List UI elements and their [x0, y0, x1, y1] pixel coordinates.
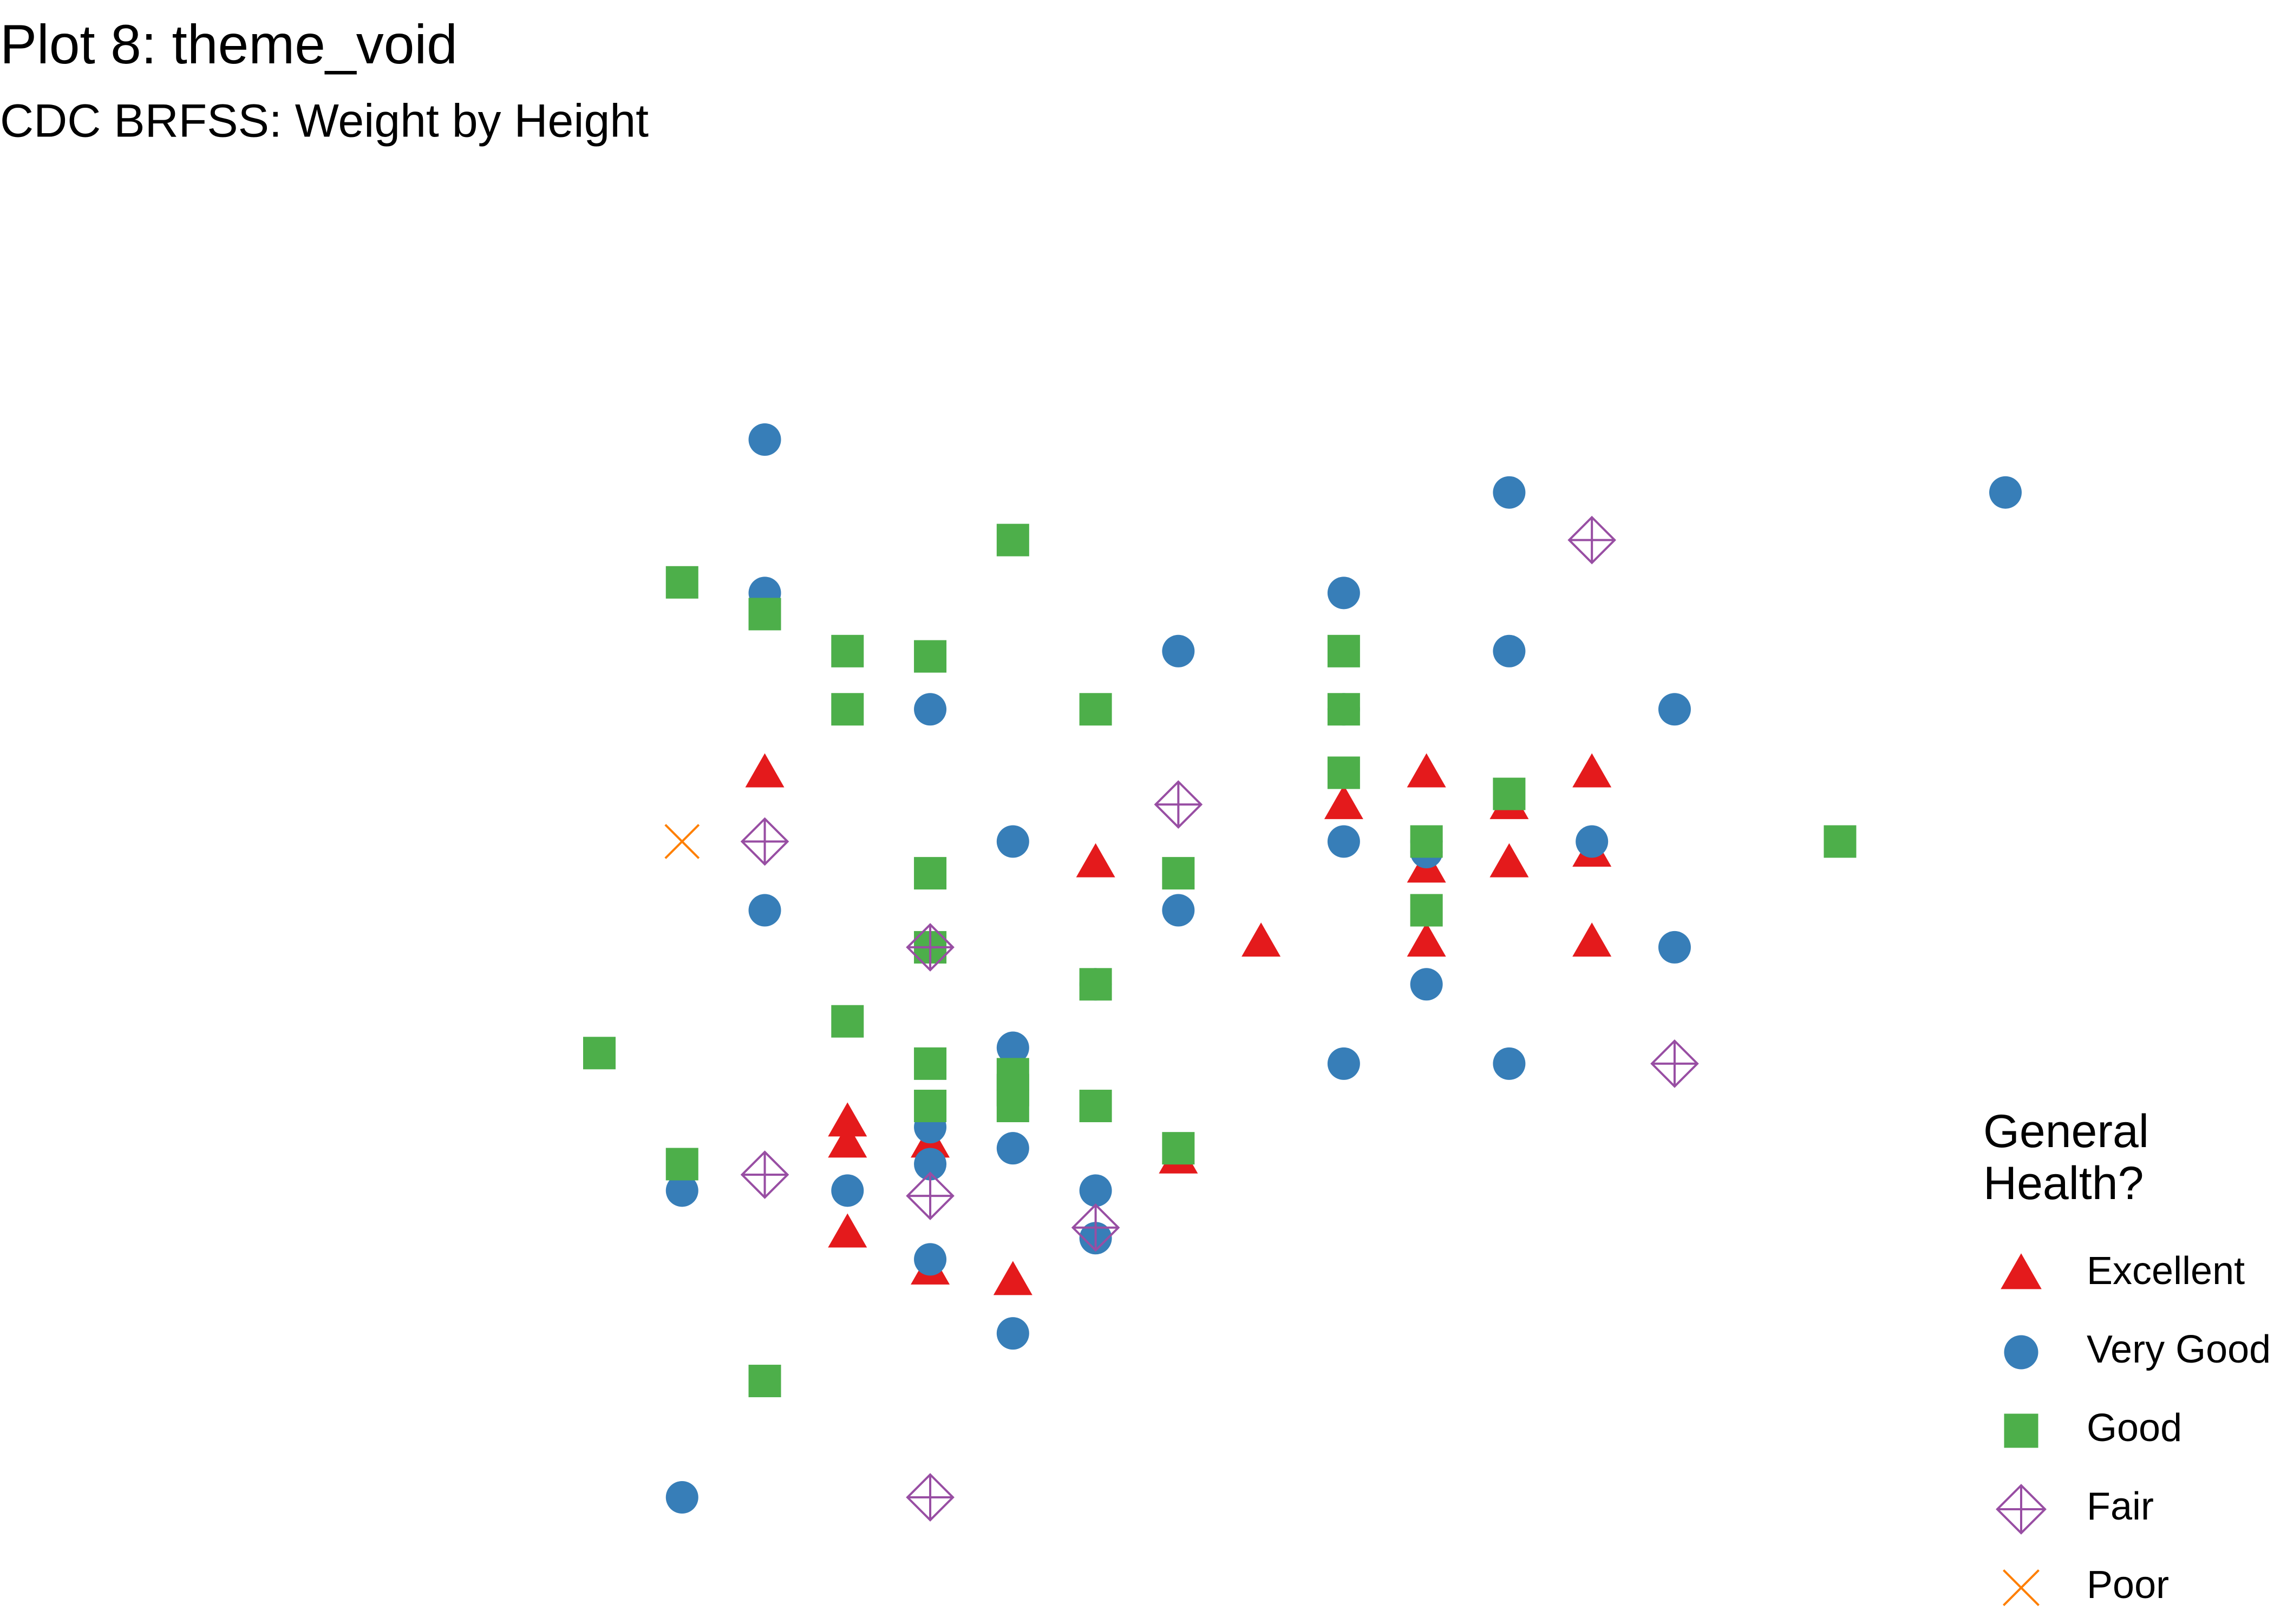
point-cross	[664, 824, 700, 859]
point-triangle	[828, 1123, 867, 1158]
point-circle	[1410, 968, 1443, 1001]
point-circle	[1079, 1174, 1112, 1207]
point-square	[1824, 825, 1857, 858]
point-circle	[1658, 693, 1691, 726]
chart-title: Plot 8: theme_void	[0, 14, 458, 75]
point-square	[748, 1365, 781, 1398]
point-triangle	[1572, 753, 1612, 788]
point-circle	[1162, 894, 1195, 927]
legend-title: General Health?	[1983, 1105, 2162, 1209]
legend-label: Excellent	[2087, 1249, 2245, 1293]
point-square	[1162, 1132, 1195, 1165]
point-square	[914, 1047, 947, 1080]
point-circle	[1658, 931, 1691, 964]
point-triangle	[993, 1261, 1033, 1295]
legend-label: Very Good	[2087, 1328, 2271, 1371]
point-square	[831, 1005, 864, 1038]
point-circle	[665, 1174, 698, 1207]
point-circle	[1162, 634, 1195, 667]
point-square	[1410, 825, 1443, 858]
point-square	[1410, 894, 1443, 927]
point-square	[1079, 1090, 1112, 1123]
point-circle	[996, 825, 1029, 858]
point-circle	[996, 1132, 1029, 1165]
point-circle	[914, 1148, 947, 1181]
point-circle	[1493, 1047, 1526, 1080]
point-diamond	[1154, 780, 1203, 829]
point-diamond	[906, 923, 955, 972]
point-circle	[914, 693, 947, 726]
point-square	[831, 693, 864, 726]
chart-subtitle: CDC BRFSS: Weight by Height	[0, 95, 649, 147]
point-circle	[831, 1174, 864, 1207]
point-circle	[996, 1031, 1029, 1064]
legend-label: Fair	[2087, 1485, 2154, 1528]
point-square	[1327, 634, 1360, 667]
point-square	[996, 1090, 1029, 1123]
point-diamond	[1567, 515, 1617, 565]
point-circle	[1327, 577, 1360, 610]
point-circle	[1989, 476, 2022, 509]
legend-key	[2003, 1569, 2040, 1606]
point-square	[1327, 756, 1360, 789]
point-diamond	[740, 1150, 789, 1199]
point-triangle	[1572, 922, 1612, 957]
legend-key	[2001, 1253, 2042, 1289]
point-circle	[1493, 634, 1526, 667]
point-triangle	[1489, 843, 1529, 878]
point-circle	[914, 1243, 947, 1276]
point-square	[1493, 777, 1526, 810]
point-square	[914, 857, 947, 890]
point-square	[914, 1090, 947, 1123]
point-circle	[1493, 476, 1526, 509]
point-circle	[1327, 825, 1360, 858]
legend-label: Good	[2087, 1406, 2182, 1450]
point-triangle	[1324, 785, 1363, 820]
point-square	[996, 523, 1029, 556]
point-circle	[1576, 825, 1609, 858]
point-triangle	[745, 753, 785, 788]
point-diamond	[906, 1171, 955, 1220]
point-circle	[748, 894, 781, 927]
point-triangle	[828, 1213, 867, 1248]
point-circle	[665, 1481, 698, 1514]
point-triangle	[1407, 753, 1446, 788]
point-square	[1079, 968, 1112, 1001]
point-square	[1327, 693, 1360, 726]
legend-key	[1996, 1484, 2047, 1535]
point-square	[665, 566, 698, 599]
point-circle	[1327, 1047, 1360, 1080]
point-square	[1079, 693, 1112, 726]
legend-key	[2004, 1413, 2038, 1448]
point-square	[748, 598, 781, 631]
point-square	[583, 1037, 616, 1070]
point-diamond	[1650, 1039, 1699, 1088]
point-square	[914, 640, 947, 673]
legend-label: Poor	[2087, 1563, 2169, 1607]
point-triangle	[1076, 843, 1115, 878]
point-square	[831, 634, 864, 667]
point-diamond	[740, 817, 789, 866]
point-square	[665, 1148, 698, 1181]
point-diamond	[906, 1473, 955, 1522]
point-square	[1162, 857, 1195, 890]
point-circle	[748, 423, 781, 456]
legend-key	[2004, 1335, 2038, 1370]
point-triangle	[1407, 922, 1446, 957]
point-triangle	[1241, 922, 1281, 957]
point-triangle	[828, 1102, 867, 1137]
point-circle	[996, 1317, 1029, 1350]
point-diamond	[1071, 1203, 1120, 1252]
